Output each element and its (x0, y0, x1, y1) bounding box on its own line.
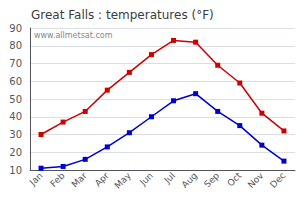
svg-text:Jul: Jul (162, 170, 177, 185)
svg-text:May: May (113, 170, 134, 191)
svg-text:Sep: Sep (202, 170, 221, 189)
svg-text:30: 30 (9, 129, 22, 140)
svg-text:Apr: Apr (93, 170, 111, 188)
svg-text:Oct: Oct (225, 170, 243, 188)
svg-text:Great Falls : temperatures (°F: Great Falls : temperatures (°F) (31, 8, 214, 22)
svg-text:Feb: Feb (48, 170, 67, 189)
svg-text:Aug: Aug (180, 170, 199, 189)
svg-text:Jun: Jun (137, 170, 155, 188)
svg-text:www.allmetsat.com: www.allmetsat.com (34, 31, 113, 40)
svg-text:70: 70 (9, 58, 22, 69)
svg-text:20: 20 (9, 147, 22, 158)
svg-text:40: 40 (9, 111, 22, 122)
svg-text:Jan: Jan (27, 170, 45, 188)
svg-text:50: 50 (9, 94, 22, 105)
svg-text:Nov: Nov (246, 170, 266, 190)
svg-text:Mar: Mar (70, 170, 89, 189)
svg-text:Dec: Dec (268, 170, 287, 189)
svg-text:60: 60 (9, 76, 22, 87)
svg-text:10: 10 (9, 165, 22, 176)
svg-text:80: 80 (9, 40, 22, 51)
svg-text:90: 90 (9, 23, 22, 34)
